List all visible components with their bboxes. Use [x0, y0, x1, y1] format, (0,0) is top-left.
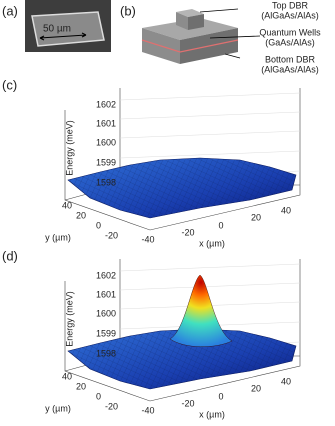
y-tick-label: -20 — [105, 401, 118, 411]
z-tick-label: 1601 — [96, 289, 116, 299]
x-axis-label: x (µm) — [199, 238, 225, 248]
layer-material: (GaAs/AlAs) — [265, 37, 315, 47]
surface-mesh — [68, 158, 296, 218]
layer-material: (AlGaAs/AlAs) — [261, 10, 319, 20]
y-axis-label: y (µm) — [45, 403, 71, 413]
x-tick-label: 20 — [251, 383, 261, 393]
panel-label: (d) — [2, 248, 18, 263]
x-tick-label: 0 — [218, 391, 223, 401]
grid-line — [119, 92, 301, 101]
z-axis-label: Energy (meV) — [64, 120, 74, 176]
x-tick-label: -40 — [141, 405, 154, 415]
y-tick-label: 20 — [76, 381, 86, 391]
z-axis-label: Energy (meV) — [64, 291, 74, 347]
panel-label: (b) — [120, 3, 136, 18]
x-tick-label: 40 — [281, 205, 291, 215]
scale-bar — [39, 32, 87, 41]
x-tick-label: 0 — [218, 220, 223, 230]
y-tick-label: 0 — [96, 391, 101, 401]
grid-line — [119, 263, 301, 272]
layer-name: Top DBR — [272, 0, 309, 10]
peak — [169, 274, 233, 347]
z-tick-label: 1602 — [96, 99, 116, 109]
x-tick-label: -40 — [141, 234, 154, 244]
z-tick-label: 1598 — [96, 177, 116, 187]
scale-bar-text: 50 µm — [43, 24, 71, 35]
grid-line — [119, 130, 301, 139]
z-tick-label: 1598 — [96, 348, 116, 358]
z-tick-label: 1599 — [96, 157, 116, 167]
x-tick-label: 40 — [281, 376, 291, 386]
layer-name: Quantum Wells — [259, 27, 321, 37]
x-axis-label: x (µm) — [199, 409, 225, 419]
z-tick-label: 1601 — [96, 118, 116, 128]
z-tick-label: 1600 — [96, 137, 116, 147]
grid-line — [119, 282, 301, 291]
y-tick-label: 20 — [76, 210, 86, 220]
y-tick-label: 0 — [96, 220, 101, 230]
z-tick-label: 1599 — [96, 328, 116, 338]
x-tick-label: -20 — [181, 398, 194, 408]
panel-label: (c) — [2, 77, 17, 92]
z-tick-label: 1600 — [96, 308, 116, 318]
y-tick-label: 40 — [62, 200, 72, 210]
grid-line — [119, 111, 301, 120]
x-tick-label: 20 — [251, 212, 261, 222]
y-axis-label: y (µm) — [45, 232, 71, 242]
grid-line — [119, 150, 301, 159]
surface-mesh — [68, 329, 296, 389]
y-tick-label: -20 — [105, 230, 118, 240]
panel-label: (a) — [2, 3, 18, 18]
layer-name: Bottom DBR — [265, 54, 316, 64]
layer-material: (AlGaAs/AlAs) — [261, 64, 319, 74]
y-tick-label: 40 — [62, 371, 72, 381]
schematic — [141, 8, 261, 64]
x-tick-label: -20 — [181, 227, 194, 237]
z-tick-label: 1602 — [96, 270, 116, 280]
